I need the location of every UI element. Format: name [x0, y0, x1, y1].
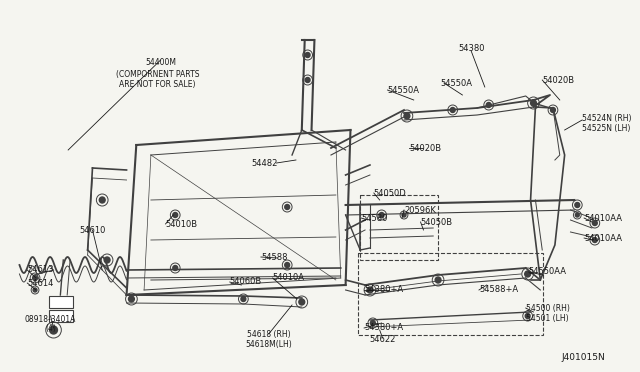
- Text: 54610: 54610: [79, 225, 106, 234]
- Text: 54618 (RH): 54618 (RH): [247, 330, 291, 339]
- Circle shape: [33, 288, 37, 292]
- Circle shape: [575, 202, 580, 208]
- Text: J401015N: J401015N: [562, 353, 605, 362]
- Text: ARE NOT FOR SALE): ARE NOT FOR SALE): [120, 80, 196, 89]
- Text: 54010B: 54010B: [166, 219, 198, 228]
- Text: 54501 (LH): 54501 (LH): [525, 314, 568, 323]
- Circle shape: [550, 108, 556, 112]
- Text: 54550A: 54550A: [440, 78, 472, 87]
- Text: 54588+A: 54588+A: [479, 285, 518, 295]
- Text: 54380+A: 54380+A: [364, 285, 403, 295]
- Circle shape: [104, 257, 110, 263]
- Text: 54618M(LH): 54618M(LH): [245, 340, 292, 349]
- Text: 54010A: 54010A: [273, 273, 305, 282]
- Text: 54614: 54614: [28, 279, 54, 288]
- Text: 54380+A: 54380+A: [364, 324, 403, 333]
- Bar: [49, 310, 73, 322]
- Circle shape: [371, 321, 375, 326]
- Bar: [360, 195, 438, 260]
- Text: 54400M: 54400M: [145, 58, 176, 67]
- Bar: [49, 296, 73, 308]
- Text: (COMPORNENT PARTS: (COMPORNENT PARTS: [116, 70, 200, 78]
- Circle shape: [129, 296, 134, 302]
- Text: 54524N (RH): 54524N (RH): [582, 113, 632, 122]
- Circle shape: [305, 77, 310, 83]
- Circle shape: [593, 221, 597, 225]
- Circle shape: [435, 277, 441, 283]
- Circle shape: [173, 212, 178, 218]
- Text: 54050D: 54050D: [374, 189, 406, 198]
- Text: 54588: 54588: [261, 253, 287, 262]
- Circle shape: [241, 296, 246, 301]
- Circle shape: [305, 52, 310, 58]
- Text: 54550AA: 54550AA: [529, 267, 566, 276]
- Circle shape: [531, 100, 536, 106]
- Circle shape: [33, 276, 38, 280]
- Text: 54613: 54613: [28, 266, 54, 275]
- Circle shape: [173, 266, 178, 270]
- Text: 54010AA: 54010AA: [584, 234, 622, 243]
- Text: 54482: 54482: [251, 158, 278, 167]
- Bar: [358, 253, 543, 335]
- Text: 54050B: 54050B: [420, 218, 452, 227]
- Text: 54020B: 54020B: [409, 144, 441, 153]
- Circle shape: [525, 271, 531, 277]
- Circle shape: [486, 103, 491, 108]
- Text: 54580: 54580: [361, 214, 388, 222]
- Text: 54550A: 54550A: [387, 86, 419, 94]
- Circle shape: [525, 314, 530, 318]
- Circle shape: [99, 197, 105, 203]
- Circle shape: [593, 237, 597, 243]
- Circle shape: [299, 299, 305, 305]
- Text: 54060B: 54060B: [230, 278, 262, 286]
- Circle shape: [402, 213, 406, 217]
- Circle shape: [379, 212, 384, 218]
- Text: 20596K: 20596K: [404, 205, 436, 215]
- Text: 54500 (RH): 54500 (RH): [525, 304, 570, 312]
- Circle shape: [50, 326, 58, 334]
- Circle shape: [451, 108, 455, 112]
- Circle shape: [285, 263, 290, 267]
- Text: (4): (4): [45, 324, 56, 333]
- Circle shape: [575, 213, 579, 217]
- Circle shape: [285, 205, 290, 209]
- Circle shape: [404, 113, 410, 119]
- Text: 54622: 54622: [369, 336, 396, 344]
- Text: 08918-3401A: 08918-3401A: [25, 314, 76, 324]
- Text: 54525N (LH): 54525N (LH): [582, 124, 630, 132]
- Text: 54380: 54380: [458, 44, 484, 52]
- Text: 54020B: 54020B: [542, 76, 574, 84]
- Text: 54010AA: 54010AA: [584, 214, 622, 222]
- Circle shape: [367, 287, 373, 293]
